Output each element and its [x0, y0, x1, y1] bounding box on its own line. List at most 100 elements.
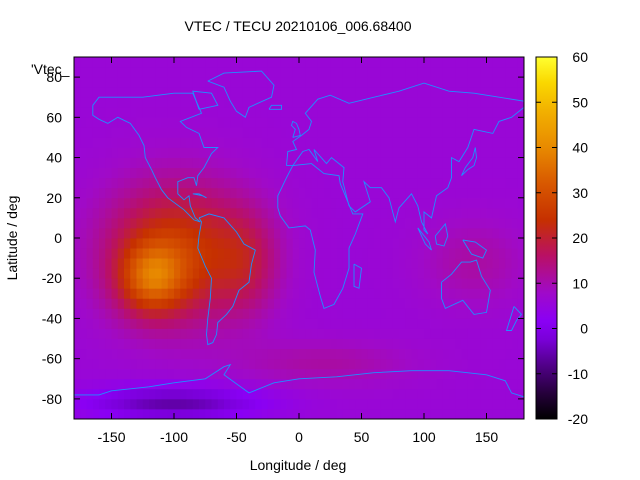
heatmap-cell [217, 328, 225, 339]
heatmap-cell [417, 227, 425, 239]
heatmap-cell [499, 177, 506, 189]
heatmap-cell [355, 408, 362, 419]
heatmap-cell [355, 318, 362, 329]
heatmap-cell [330, 358, 337, 370]
heatmap-cell [255, 348, 262, 360]
heatmap-cell [255, 207, 262, 219]
heatmap-cell [411, 167, 419, 179]
heatmap-cell [105, 408, 112, 419]
heatmap-cell [324, 278, 331, 289]
heatmap-cell [299, 378, 306, 390]
heatmap-cell [299, 157, 306, 169]
heatmap-cell [342, 258, 350, 269]
heatmap-cell [192, 378, 200, 390]
heatmap-cell [192, 57, 200, 68]
heatmap-cell [117, 328, 125, 339]
heatmap-cell [92, 107, 100, 118]
heatmap-cell [267, 117, 275, 128]
heatmap-cell [417, 187, 425, 199]
heatmap-cell [174, 97, 181, 108]
heatmap-cell [280, 238, 287, 249]
heatmap-cell [380, 298, 387, 309]
heatmap-cell [224, 127, 231, 138]
heatmap-cell [336, 388, 344, 400]
heatmap-cell [442, 127, 450, 138]
heatmap-cell [442, 388, 450, 400]
heatmap-cell [242, 268, 250, 279]
heatmap-cell [292, 157, 300, 169]
heatmap-cell [117, 378, 125, 390]
heatmap-cell [92, 67, 100, 78]
heatmap-cell [149, 308, 156, 319]
heatmap-cell [424, 57, 431, 68]
heatmap-cell [392, 368, 400, 380]
heatmap-cell [474, 97, 481, 108]
heatmap-cell [80, 207, 87, 219]
heatmap-cell [386, 248, 394, 259]
heatmap-cell [280, 187, 287, 199]
heatmap-cell [99, 338, 106, 350]
heatmap-cell [461, 77, 469, 88]
heatmap-cell [474, 117, 481, 128]
heatmap-cell [155, 348, 162, 360]
heatmap-cell [180, 217, 187, 229]
heatmap-cell [374, 67, 381, 78]
heatmap-cell [492, 348, 500, 360]
heatmap-cell [417, 288, 425, 299]
heatmap-cell [130, 117, 137, 128]
heatmap-cell [505, 348, 512, 360]
heatmap-cell [324, 57, 331, 68]
heatmap-cell [361, 268, 369, 279]
heatmap-cell [349, 167, 356, 179]
heatmap-cell [80, 97, 87, 108]
y-tick-label: -60 [42, 351, 62, 367]
heatmap-cell [455, 77, 462, 88]
heatmap-cell [274, 77, 281, 88]
heatmap-cell [211, 268, 219, 279]
heatmap-cell [86, 248, 94, 259]
heatmap-cell [386, 107, 394, 118]
heatmap-cell [380, 147, 387, 158]
heatmap-cell [205, 57, 212, 68]
heatmap-cell [236, 248, 244, 259]
heatmap-cell [336, 278, 344, 289]
heatmap-cell [336, 157, 344, 169]
heatmap-cell [217, 127, 225, 138]
heatmap-cell [267, 167, 275, 179]
heatmap-cell [392, 217, 400, 229]
heatmap-cell [499, 328, 506, 339]
heatmap-cell [355, 258, 362, 269]
heatmap-cell [211, 348, 219, 360]
heatmap-cell [267, 398, 275, 410]
heatmap-cell [349, 358, 356, 370]
heatmap-cell [474, 147, 481, 158]
heatmap-cell [111, 238, 119, 249]
heatmap-cell [399, 398, 406, 410]
heatmap-cell [274, 187, 281, 199]
heatmap-cell [136, 278, 144, 289]
heatmap-cell [74, 278, 81, 289]
heatmap-cell [236, 57, 244, 68]
heatmap-cell [199, 117, 206, 128]
heatmap-cell [217, 97, 225, 108]
heatmap-cell [374, 268, 381, 279]
heatmap-cell [167, 127, 175, 138]
heatmap-cell [424, 268, 431, 279]
heatmap-cell [192, 87, 200, 98]
heatmap-cell [380, 187, 387, 199]
heatmap-cell [424, 117, 431, 128]
heatmap-cell [205, 127, 212, 138]
heatmap-cell [305, 408, 312, 419]
heatmap-cell [492, 97, 500, 108]
heatmap-cell [430, 328, 437, 339]
heatmap-cell [142, 107, 150, 118]
heatmap-cell [342, 238, 350, 249]
heatmap-cell [92, 278, 100, 289]
heatmap-cell [449, 388, 456, 400]
heatmap-cell [261, 217, 269, 229]
heatmap-cell [249, 87, 256, 98]
heatmap-cell [467, 408, 475, 419]
heatmap-cell [261, 358, 269, 370]
heatmap-cell [149, 177, 156, 189]
heatmap-cell [511, 217, 519, 229]
